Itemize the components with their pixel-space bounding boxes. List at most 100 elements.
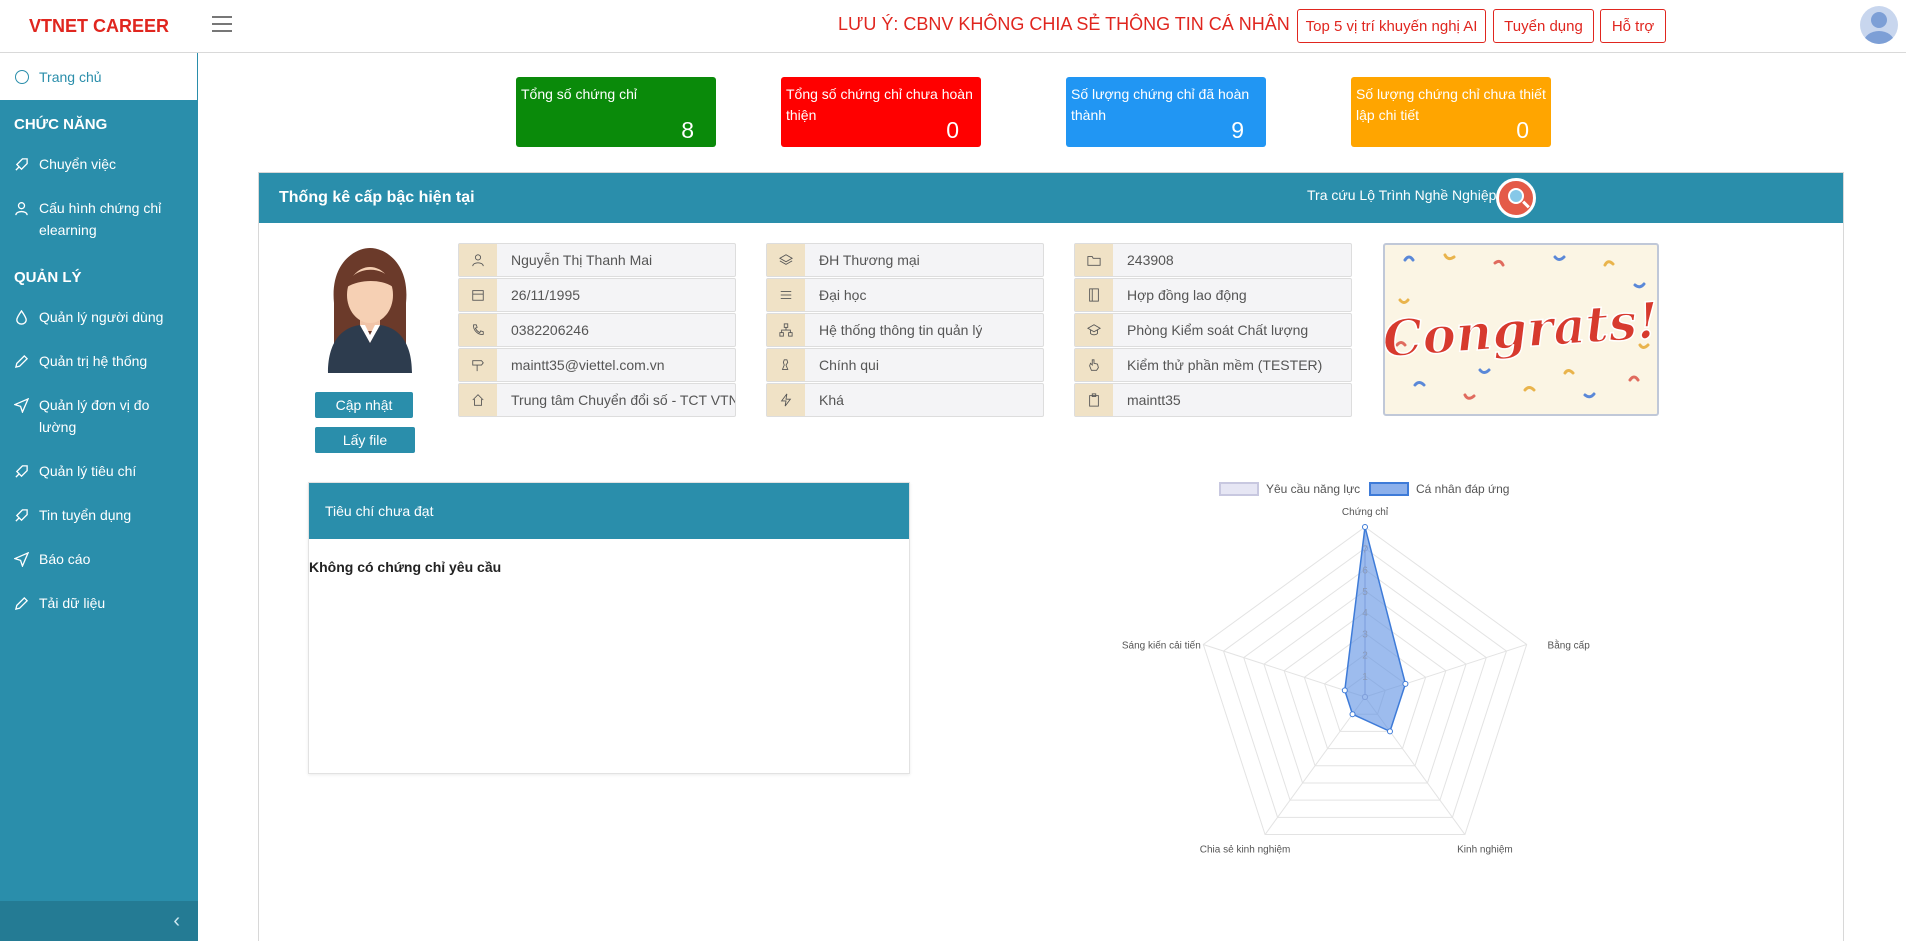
privacy-warning: LƯU Ý: CBNV KHÔNG CHIA SẺ THÔNG TIN CÁ N…: [838, 14, 1290, 34]
career-path-lookup-link[interactable]: Tra cứu Lộ Trình Nghề Nghiệp: [1307, 187, 1497, 203]
clipboard-icon: [1075, 384, 1113, 416]
radar-point: [1362, 524, 1368, 530]
field-value: Nguyễn Thị Thanh Mai: [511, 252, 653, 268]
stat-card-not-configured: Số lượng chứng chỉ chưa thiết lập chi ti…: [1351, 77, 1551, 147]
radar-tick-label: 4: [1362, 608, 1368, 619]
current-level-panel: Thống kê cấp bậc hiện tại Tra cứu Lộ Trì…: [258, 172, 1844, 941]
rocket-icon: [14, 507, 29, 522]
pencil-icon: [14, 353, 29, 369]
field-value: 243908: [1127, 252, 1174, 268]
brand-logo[interactable]: VTNET CAREER: [28, 16, 169, 36]
radar-grid-ring: [1202, 526, 1528, 836]
sidebar-item-upload[interactable]: Tải dữ liệu: [0, 582, 198, 626]
field-birthdate: 26/11/1995: [458, 278, 736, 312]
radar-category-label: Kinh nghiệm: [1457, 845, 1513, 856]
search-icon[interactable]: [1496, 178, 1536, 218]
graduation-cap-icon: [1075, 314, 1113, 346]
chevron-left-icon: ‹: [173, 909, 180, 932]
radar-tick-label: 2: [1362, 651, 1368, 662]
field-position: Kiểm thử phần mềm (TESTER): [1074, 348, 1352, 382]
layers-icon: [767, 244, 805, 276]
field-employee-id: 243908: [1074, 243, 1352, 277]
stat-value: 9: [1231, 117, 1244, 143]
person-icon: [459, 244, 497, 276]
stat-label: Tổng số chứng chỉ: [521, 86, 637, 102]
calendar-icon: [459, 279, 497, 311]
field-email: maintt35@viettel.com.vn: [458, 348, 736, 382]
folder-icon: [1075, 244, 1113, 276]
radar-point: [1386, 728, 1393, 735]
rocket-icon: [14, 156, 29, 171]
send-icon: [13, 397, 30, 414]
radar-tick-label: 6: [1362, 566, 1368, 577]
field-value: Chính qui: [819, 357, 879, 373]
sidebar-item-units[interactable]: Quản lý đơn vị đo lường: [0, 384, 198, 450]
legend-label-required: Yêu cầu năng lực: [1266, 482, 1360, 496]
radar-grid-ring: [1263, 590, 1467, 784]
sidebar-item-label: Quản trị hệ thống: [39, 353, 148, 369]
sidebar: Trang chủ CHỨC NĂNG Chuyển việc Cấu hình…: [0, 53, 198, 941]
field-school: ĐH Thương mại: [766, 243, 1044, 277]
user-avatar-icon: [1864, 12, 1894, 44]
field-value: maintt35@viettel.com.vn: [511, 357, 665, 373]
stat-label: Số lượng chứng chỉ đã hoàn thành: [1071, 86, 1250, 123]
field-grade: Khá: [766, 383, 1044, 417]
radar-chart-svg: 1 2 3 4 5 6 7 Chứng chỉ Bằng cấp Kinh nghiệm Chia …: [1122, 482, 1591, 856]
top5-ai-button[interactable]: Top 5 vị trí khuyến nghị AI: [1297, 9, 1486, 43]
support-button[interactable]: Hỗ trợ: [1600, 9, 1666, 43]
chess-icon: [767, 349, 805, 381]
stat-value: 0: [946, 117, 959, 143]
field-major: Hệ thống thông tin quản lý: [766, 313, 1044, 347]
field-fullname: Nguyễn Thị Thanh Mai: [458, 243, 736, 277]
sitemap-icon: [767, 314, 805, 346]
field-value: Hệ thống thông tin quản lý: [819, 322, 983, 338]
sidebar-item-system-admin[interactable]: Quản trị hệ thống: [0, 340, 198, 384]
radar-tick-label: 5: [1362, 587, 1368, 598]
phone-icon: [459, 314, 497, 346]
sidebar-collapse-button[interactable]: ‹: [0, 901, 198, 941]
sidebar-item-label: Quản lý đơn vị đo lường: [39, 397, 150, 435]
panel-header: Thống kê cấp bậc hiện tại Tra cứu Lộ Trì…: [259, 173, 1843, 223]
stat-card-completed: Số lượng chứng chỉ đã hoàn thành 9: [1066, 77, 1266, 147]
sidebar-item-label: Quản lý người dùng: [39, 309, 164, 325]
update-button[interactable]: Cập nhật: [315, 392, 413, 418]
sidebar-item-transfer[interactable]: Chuyển việc: [0, 143, 198, 187]
sidebar-item-jobs[interactable]: Tin tuyển dụng: [0, 494, 198, 538]
field-contract: Hợp đồng lao động: [1074, 278, 1352, 312]
dashboard-icon: [15, 69, 29, 84]
radar-category-label: Bằng cấp: [1548, 638, 1591, 651]
field-department: Trung tâm Chuyển đổi số - TCT VTNet: [458, 383, 736, 417]
radar-grid-ring: [1303, 632, 1427, 750]
field-value: Hợp đồng lao động: [1127, 287, 1247, 303]
user-avatar[interactable]: [1860, 6, 1898, 44]
sidebar-item-elearning-config[interactable]: Cấu hình chứng chỉ elearning: [0, 187, 198, 253]
field-value: 26/11/1995: [511, 287, 581, 303]
radar-category-label: Sáng kiến cải tiến: [1122, 639, 1201, 651]
sidebar-item-reports[interactable]: Báo cáo: [0, 538, 198, 582]
series-actual-area: [1344, 526, 1407, 733]
radar-grid-ring: [1283, 611, 1447, 767]
legend-swatch-required: [1219, 482, 1259, 496]
drop-icon: [14, 309, 29, 325]
legend-label-actual: Cá nhân đáp ứng: [1416, 482, 1509, 496]
sidebar-item-label: Trang chủ: [39, 68, 102, 85]
radar-category-label: Chứng chỉ: [1342, 506, 1389, 518]
radar-point: [1402, 680, 1409, 687]
sidebar-item-home[interactable]: Trang chủ: [0, 53, 198, 100]
section-title-functions: CHỨC NĂNG: [14, 116, 108, 133]
stat-value: 0: [1516, 117, 1529, 143]
top-bar: VTNET CAREER LƯU Ý: CBNV KHÔNG CHIA SẺ T…: [0, 0, 1906, 53]
field-phone: 0382206246: [458, 313, 736, 347]
panel-title: Thống kê cấp bậc hiện tại: [279, 189, 475, 206]
radar-grid-ring: [1222, 547, 1508, 818]
pencil-icon: [14, 595, 29, 611]
sidebar-item-users[interactable]: Quản lý người dùng: [0, 296, 198, 340]
recruitment-button[interactable]: Tuyển dụng: [1493, 9, 1594, 43]
field-value: Đại học: [819, 287, 867, 303]
field-value: ĐH Thương mại: [819, 252, 920, 268]
hamburger-menu-icon[interactable]: [212, 16, 232, 34]
get-file-button[interactable]: Lấy file: [315, 427, 415, 453]
home-icon: [459, 384, 497, 416]
radar-spoke: [1264, 696, 1366, 835]
sidebar-item-criteria[interactable]: Quản lý tiêu chí: [0, 450, 198, 494]
